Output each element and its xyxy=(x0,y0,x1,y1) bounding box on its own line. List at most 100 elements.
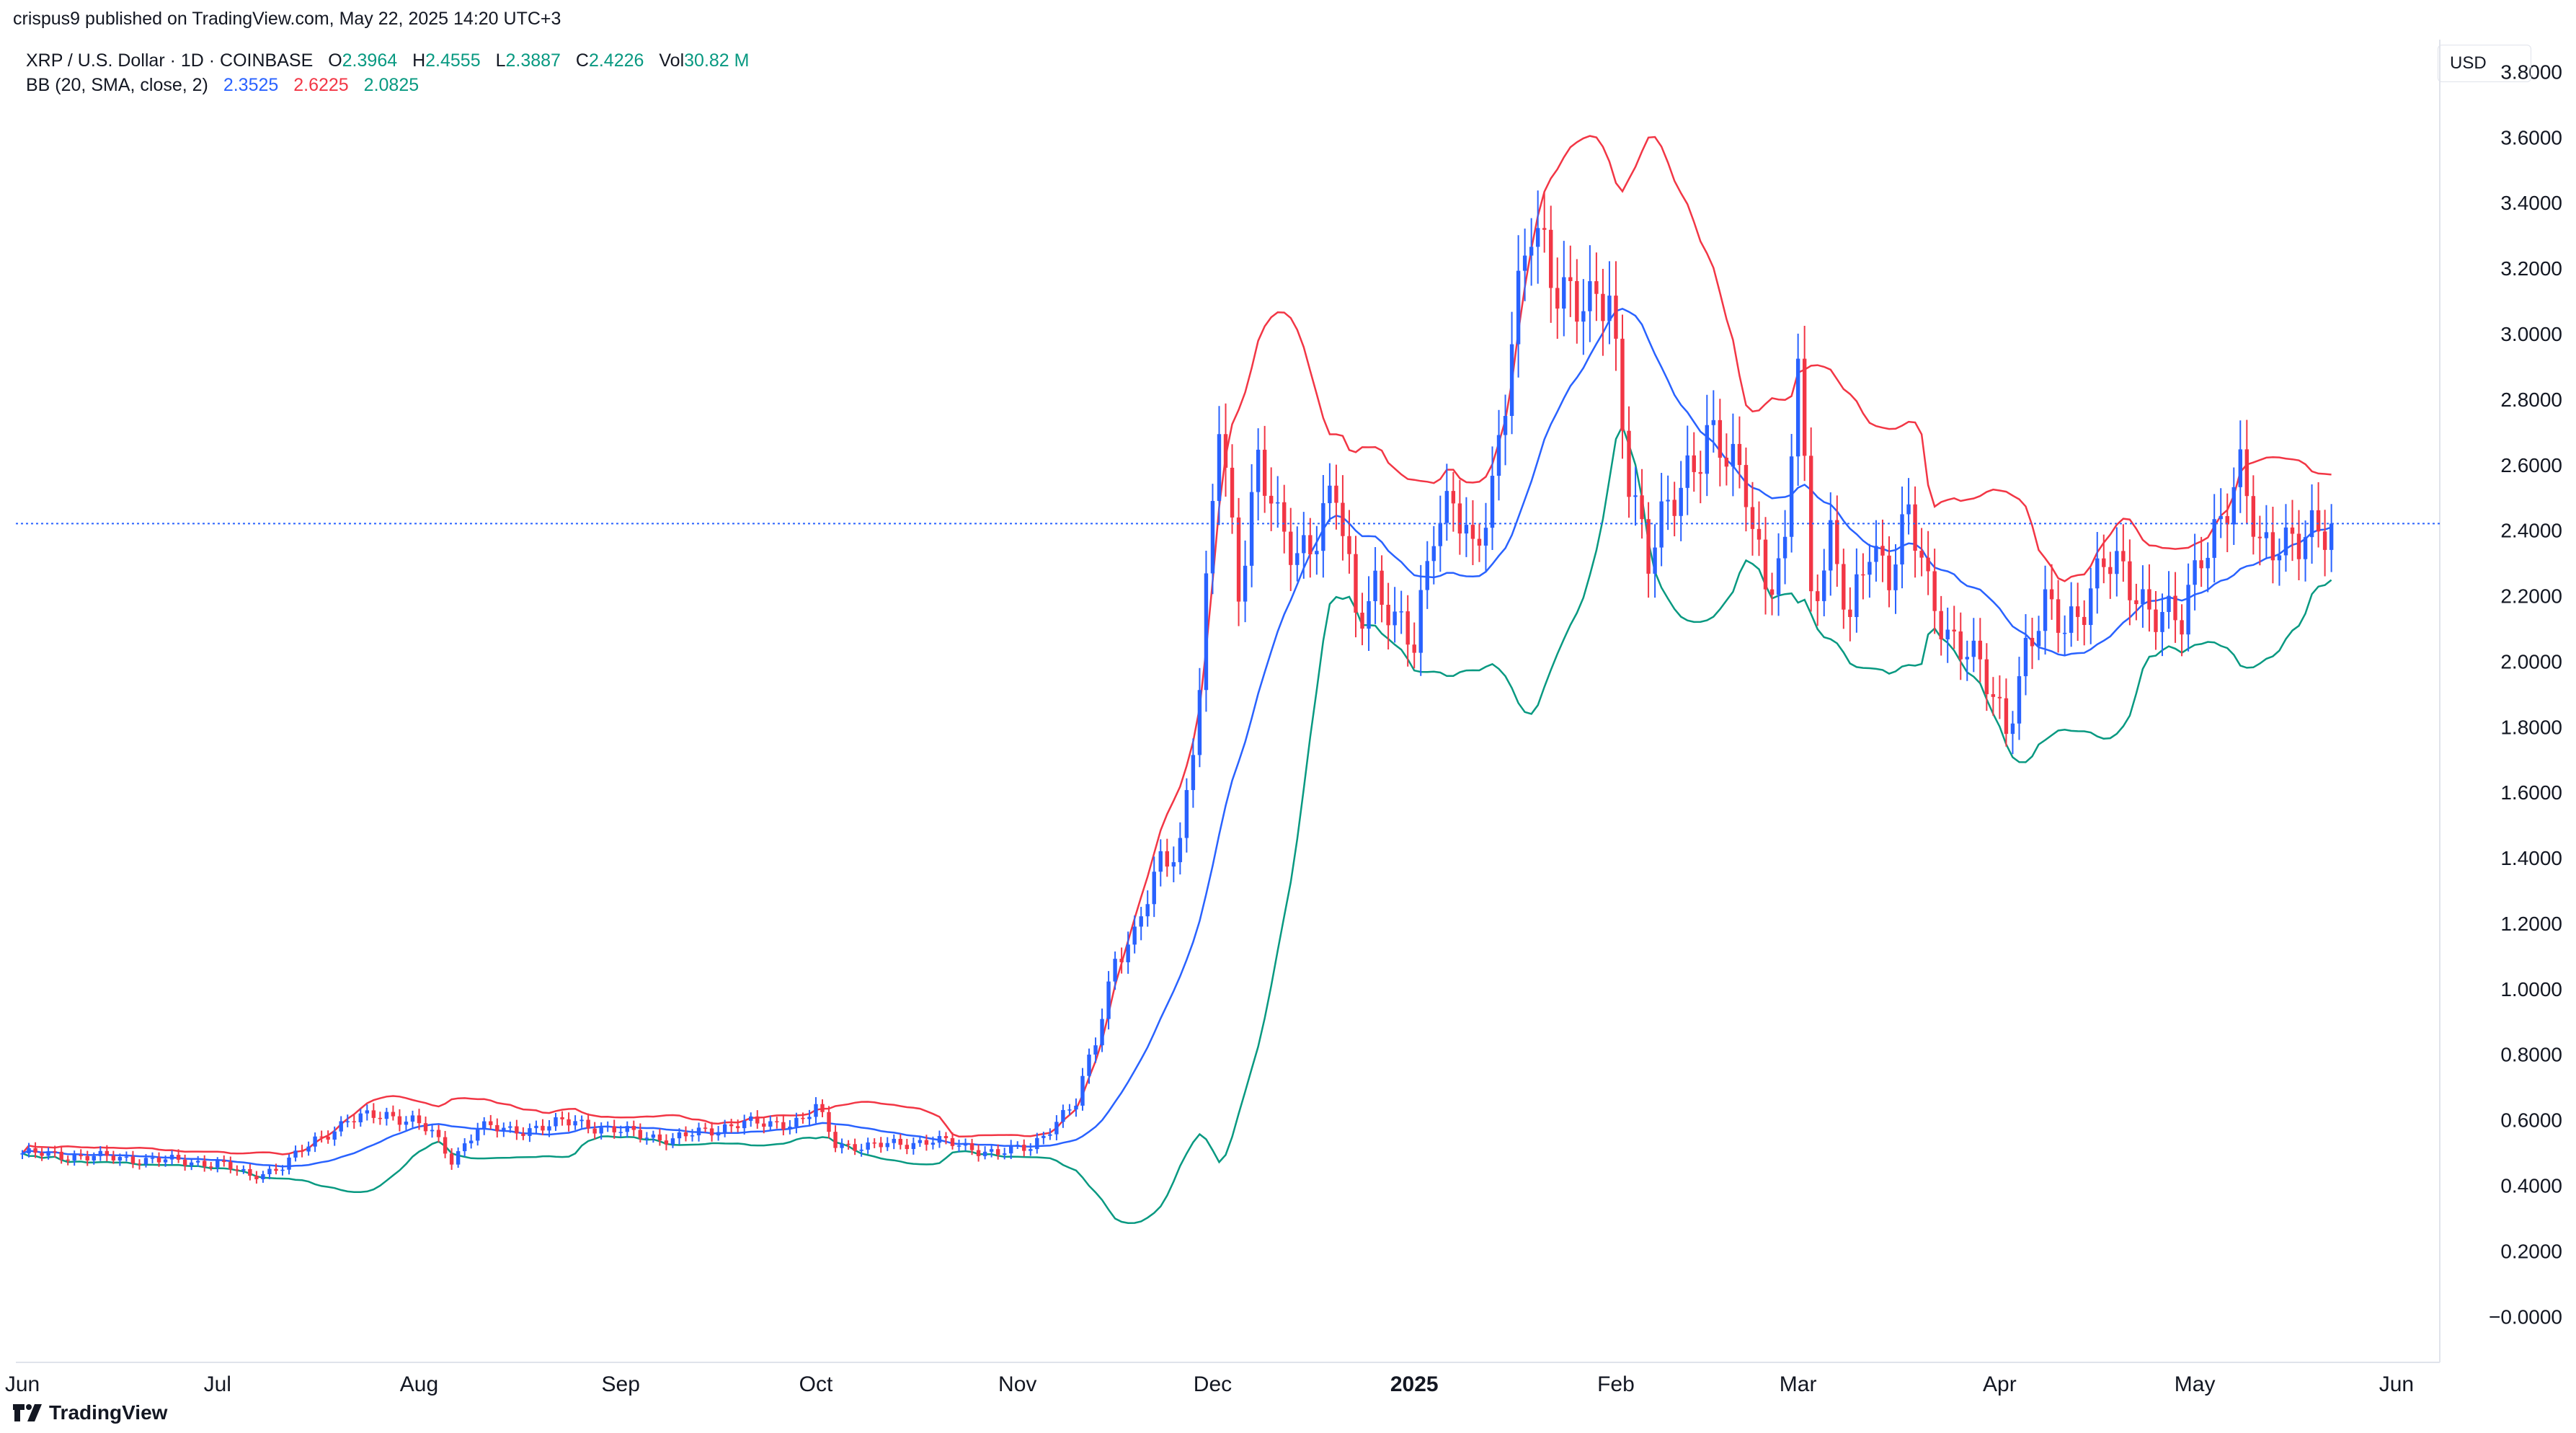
candle-body xyxy=(1405,611,1410,645)
open-label: O xyxy=(328,50,342,71)
candle-body xyxy=(1158,851,1163,872)
candle-body xyxy=(2167,595,2171,612)
candle xyxy=(1594,252,1599,321)
candle-body xyxy=(222,1160,226,1162)
candle-body xyxy=(592,1128,597,1134)
candle xyxy=(1620,314,1625,459)
candle-body xyxy=(1152,871,1156,905)
candle xyxy=(2141,565,2145,628)
time-tick-label: Oct xyxy=(799,1372,833,1396)
candle xyxy=(677,1128,682,1145)
high-label: H xyxy=(412,50,426,71)
candle xyxy=(111,1150,116,1164)
candle xyxy=(2056,580,2061,653)
candle xyxy=(1171,846,1176,882)
candle-body xyxy=(853,1144,857,1151)
currency-selector[interactable]: USD xyxy=(2438,45,2531,82)
candle xyxy=(267,1164,272,1179)
candle-body xyxy=(1509,344,1514,417)
candle xyxy=(541,1119,545,1135)
candle xyxy=(1483,502,1488,572)
candle-body xyxy=(1041,1135,1046,1138)
candle xyxy=(2082,600,2087,646)
candle-body xyxy=(209,1166,213,1168)
time-axis: Jun Jul Aug Sep Oct Nov Dec 2025 Feb Mar Apr May Jun xyxy=(5,1372,2414,1396)
candle-body xyxy=(2004,698,2009,735)
candle xyxy=(1808,427,1813,612)
candle-body xyxy=(638,1130,643,1139)
candle-body xyxy=(722,1124,727,1132)
candle-body xyxy=(547,1126,551,1131)
candle-body xyxy=(586,1119,590,1129)
candle xyxy=(1145,890,1150,927)
candle-body xyxy=(2244,449,2249,497)
candle-body xyxy=(2322,531,2327,550)
time-tick-label: Mar xyxy=(1780,1372,1817,1396)
candle xyxy=(358,1109,363,1127)
candle xyxy=(1132,915,1137,954)
candle-body xyxy=(1705,425,1710,474)
candle xyxy=(1627,406,1631,518)
candle xyxy=(943,1132,949,1145)
candle-body xyxy=(2069,606,2074,633)
candle xyxy=(573,1115,577,1130)
candle-body xyxy=(2141,589,2145,605)
open-value: 2.3964 xyxy=(342,50,398,71)
candle xyxy=(1347,510,1351,574)
candle xyxy=(2108,551,2113,599)
candle xyxy=(313,1132,317,1153)
candle xyxy=(1295,526,1300,582)
candle-body xyxy=(85,1155,89,1161)
candle-body xyxy=(950,1137,955,1146)
candle-body xyxy=(2316,510,2321,532)
candle-body xyxy=(768,1121,773,1127)
candle xyxy=(1640,469,1644,539)
candle xyxy=(820,1099,825,1117)
candle-body xyxy=(1230,467,1235,518)
candle-body xyxy=(163,1159,168,1163)
candle-body xyxy=(267,1168,272,1174)
candle-body xyxy=(202,1161,207,1167)
price-tick-label: 1.4000 xyxy=(2500,847,2562,869)
candle-body xyxy=(397,1116,402,1125)
candle xyxy=(391,1105,396,1121)
candle xyxy=(397,1109,402,1132)
candle-body xyxy=(1718,420,1723,458)
candle-body xyxy=(1321,503,1325,551)
candle-body xyxy=(683,1132,688,1137)
candle xyxy=(105,1145,110,1161)
candle xyxy=(1731,413,1736,497)
candle xyxy=(2121,524,2126,582)
candle xyxy=(625,1121,629,1138)
candle xyxy=(2296,510,2301,581)
candle-body xyxy=(352,1121,356,1122)
candle-body xyxy=(280,1169,285,1171)
candle xyxy=(1029,1143,1033,1156)
price-tick-label: 3.4000 xyxy=(2500,192,2562,214)
candle-body xyxy=(216,1160,220,1168)
candle xyxy=(1470,500,1475,565)
candle xyxy=(1315,525,1319,575)
candle xyxy=(644,1132,649,1145)
candle xyxy=(2043,565,2048,655)
candle-body xyxy=(2193,560,2197,585)
candle xyxy=(1555,257,1560,339)
candle-body xyxy=(339,1121,343,1132)
candle-body xyxy=(1991,694,1996,697)
candle xyxy=(1405,595,1410,667)
candle xyxy=(1829,492,1833,596)
candle-body xyxy=(605,1126,610,1128)
candle xyxy=(1191,738,1196,808)
candle xyxy=(2251,475,2256,555)
candle xyxy=(1822,549,1826,617)
candle xyxy=(1568,245,1573,317)
candle xyxy=(2283,504,2288,572)
candle xyxy=(150,1152,155,1163)
candle-body xyxy=(2251,496,2256,537)
candle-body xyxy=(2180,620,2184,635)
bb-legend: BB (20, SMA, close, 2) 2.3525 2.6225 2.0… xyxy=(26,75,419,96)
candle xyxy=(1724,433,1729,486)
price-tick-label: 0.4000 xyxy=(2500,1175,2562,1197)
candle-body xyxy=(2115,551,2119,574)
